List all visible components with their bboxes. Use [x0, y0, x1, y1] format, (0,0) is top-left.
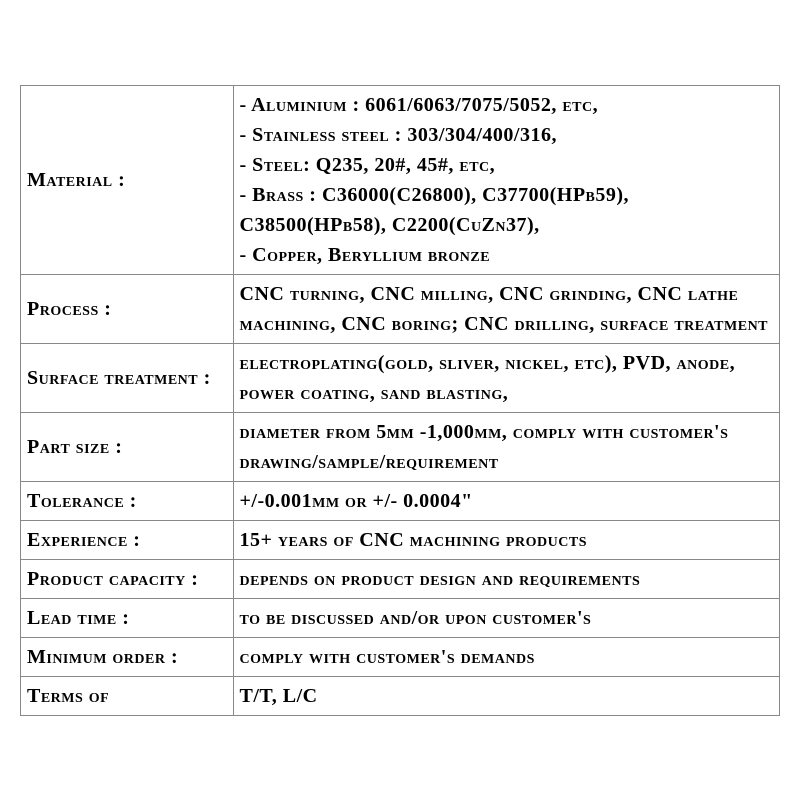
material-line: - Brass : C36000(C26800), C37700(HPb59),…	[240, 180, 773, 240]
table-row: Part size : diameter from 5mm -1,000mm, …	[21, 412, 780, 481]
row-value-process: CNC turning, CNC milling, CNC grinding, …	[233, 274, 779, 343]
spec-table: Material : - Aluminium : 6061/6063/7075/…	[20, 85, 780, 716]
spec-table-container: Material : - Aluminium : 6061/6063/7075/…	[10, 85, 790, 716]
row-value-leadtime: to be discussed and/or upon customer's	[233, 598, 779, 637]
table-row: Terms of T/T, L/C	[21, 676, 780, 715]
material-line: - Steel: Q235, 20#, 45#, etc,	[240, 150, 773, 180]
row-value-minorder: comply with customer's demands	[233, 637, 779, 676]
material-line: - Stainless steel : 303/304/400/316,	[240, 120, 773, 150]
row-label-material: Material :	[21, 85, 234, 274]
row-value-surface: electroplating(gold, sliver, nickel, etc…	[233, 343, 779, 412]
row-value-material: - Aluminium : 6061/6063/7075/5052, etc, …	[233, 85, 779, 274]
row-value-terms: T/T, L/C	[233, 676, 779, 715]
spec-table-body: Material : - Aluminium : 6061/6063/7075/…	[21, 85, 780, 715]
table-row: Lead time : to be discussed and/or upon …	[21, 598, 780, 637]
table-row: Material : - Aluminium : 6061/6063/7075/…	[21, 85, 780, 274]
row-label-capacity: Product capacity :	[21, 559, 234, 598]
row-label-terms: Terms of	[21, 676, 234, 715]
row-label-tolerance: Tolerance :	[21, 481, 234, 520]
row-label-surface: Surface treatment :	[21, 343, 234, 412]
table-row: Experience : 15+ years of CNC machining …	[21, 520, 780, 559]
row-label-process: Process :	[21, 274, 234, 343]
row-value-partsize: diameter from 5mm -1,000mm, comply with …	[233, 412, 779, 481]
row-label-minorder: Minimum order :	[21, 637, 234, 676]
material-line: - Copper, Beryllium bronze	[240, 240, 773, 270]
table-row: Product capacity : depends on product de…	[21, 559, 780, 598]
material-line: - Aluminium : 6061/6063/7075/5052, etc,	[240, 90, 773, 120]
table-row: Minimum order : comply with customer's d…	[21, 637, 780, 676]
row-label-partsize: Part size :	[21, 412, 234, 481]
row-label-experience: Experience :	[21, 520, 234, 559]
row-label-leadtime: Lead time :	[21, 598, 234, 637]
table-row: Surface treatment : electroplating(gold,…	[21, 343, 780, 412]
table-row: Tolerance : +/-0.001mm or +/- 0.0004"	[21, 481, 780, 520]
row-value-tolerance: +/-0.001mm or +/- 0.0004"	[233, 481, 779, 520]
row-value-experience: 15+ years of CNC machining products	[233, 520, 779, 559]
table-row: Process : CNC turning, CNC milling, CNC …	[21, 274, 780, 343]
row-value-capacity: depends on product design and requiremen…	[233, 559, 779, 598]
